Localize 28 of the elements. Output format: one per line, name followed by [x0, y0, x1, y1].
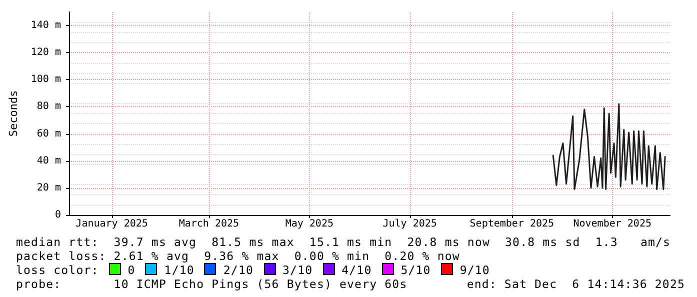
x-tick-label: May 2025	[285, 218, 334, 230]
x-tick-label: January 2025	[76, 218, 148, 230]
text: 2/10	[223, 263, 254, 277]
y-tick-label: 120 m	[30, 47, 61, 58]
text: packet loss: 2.61 % avg 9.36 % max 0.00 % min 0.20 % now	[16, 249, 460, 263]
y-tick-label: 0	[54, 210, 61, 220]
y-tick-label: 100 m	[30, 74, 61, 86]
text: 0	[128, 263, 136, 277]
y-tick-label: 140 m	[30, 20, 61, 32]
x-tick-label: March 2025	[178, 218, 240, 230]
text: 9/10	[460, 263, 490, 277]
text: 5/10	[400, 263, 431, 277]
text: end: Sat Dec 6 14:14:36 2025	[466, 277, 685, 291]
y-tick-label: 40 m	[36, 155, 61, 166]
x-tick-label: September 2025	[470, 218, 554, 230]
y-tick-label: 20 m	[36, 182, 61, 194]
x-tick-label: November 2025	[573, 218, 652, 230]
y-tick-label: 60 m	[36, 128, 61, 140]
text: median rtt: 39.7 ms avg 81.5 ms max 15.1 ms min 20.8 ms now 30.8 ms sd 1.3 am/s	[16, 235, 671, 249]
y-axis-title: Seconds	[7, 90, 20, 137]
text: probe: 10 ICMP Echo Pings (56 Bytes) every 60s	[16, 277, 408, 291]
text: loss color:	[16, 263, 99, 277]
x-tick-label: July 2025	[382, 218, 437, 230]
line-series	[552, 103, 666, 190]
text: 4/10	[342, 263, 372, 277]
text: 1/10	[164, 263, 194, 277]
text: 3/10	[282, 263, 313, 277]
y-tick-label: 80 m	[36, 101, 61, 112]
